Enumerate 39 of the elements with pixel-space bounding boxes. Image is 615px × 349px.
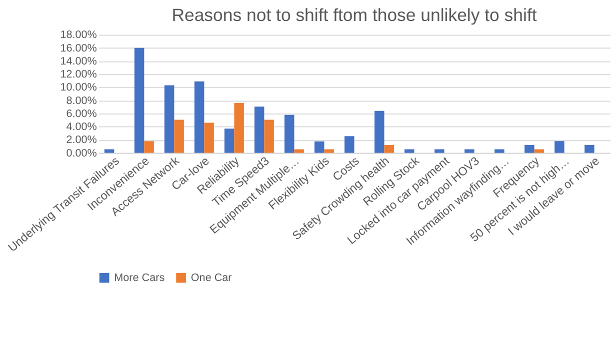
legend-label: One Car	[190, 272, 232, 284]
bar	[434, 149, 444, 153]
y-tick-label: 2.00%	[66, 134, 98, 146]
y-tick-label: 8.00%	[66, 94, 98, 107]
bar	[554, 141, 564, 153]
bar	[164, 85, 174, 153]
bar	[134, 48, 144, 153]
bar	[194, 81, 204, 153]
y-tick-label: 12.00%	[60, 68, 98, 81]
bar	[204, 122, 214, 153]
y-tick-label: 0.00%	[66, 147, 98, 160]
y-tick-label: 14.00%	[60, 55, 98, 68]
bar	[314, 141, 324, 153]
bar	[384, 145, 394, 153]
legend-label: More Cars	[114, 272, 166, 284]
y-tick-label: 10.00%	[60, 82, 98, 94]
bar	[344, 136, 354, 153]
bar	[174, 120, 184, 153]
bar	[534, 149, 544, 153]
y-tick-label: 16.00%	[60, 42, 98, 54]
bar	[284, 114, 294, 153]
bar	[294, 149, 304, 153]
bar	[464, 149, 474, 153]
bar	[404, 149, 414, 153]
bar	[524, 145, 534, 153]
bar	[264, 120, 274, 153]
bar	[254, 106, 264, 153]
bar	[324, 149, 334, 153]
bar	[104, 149, 114, 153]
chart-title: Reasons not to shift ftom those unlikely to shift	[172, 5, 537, 26]
bar	[374, 110, 384, 153]
y-tick-label: 6.00%	[66, 108, 98, 120]
bar	[494, 149, 504, 153]
bar	[144, 141, 154, 153]
bar	[234, 103, 244, 153]
y-tick-label: 18.00%	[60, 29, 98, 42]
bar	[224, 128, 234, 153]
y-tick-label: 4.00%	[66, 121, 98, 134]
bar	[584, 145, 594, 153]
